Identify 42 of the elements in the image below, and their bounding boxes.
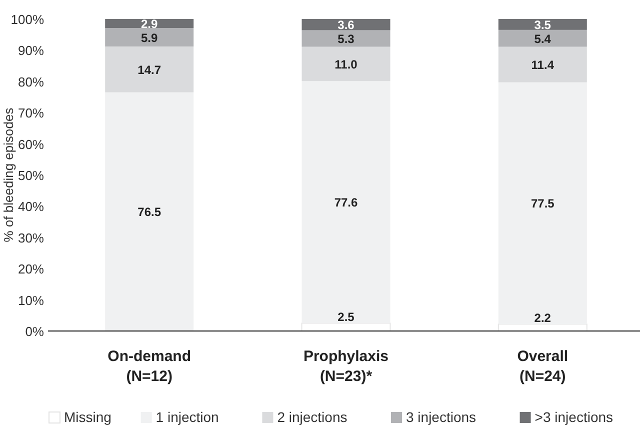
data-label: 77.5: [530, 196, 555, 211]
bar: [105, 92, 194, 331]
data-label: 2.2: [534, 311, 552, 326]
y-tick-label: 80%: [18, 74, 44, 90]
data-label: 2.5: [338, 310, 355, 324]
y-tick-label: 40%: [18, 199, 44, 214]
y-tick-label: 20%: [18, 262, 44, 277]
bar: [105, 28, 194, 46]
data-label: 77.6: [334, 196, 358, 210]
y-tick-label: 70%: [18, 106, 44, 121]
y-tick-label: 90%: [18, 43, 44, 58]
data-label: 11.4: [531, 58, 554, 72]
legend-label: 1 injection: [156, 409, 219, 425]
data-label: 3.5: [534, 18, 552, 32]
data-label: 5.9: [141, 30, 158, 45]
y-tick-label: 10%: [18, 292, 44, 308]
x-tick-label: On-demand (N=12): [108, 348, 192, 385]
y-tick-label: 100%: [10, 12, 44, 27]
data-label: 5.4: [534, 32, 552, 46]
y-tick-label: 60%: [18, 136, 44, 152]
data-label: 2.9: [141, 17, 158, 32]
legend-label: Missing: [64, 409, 112, 425]
bar: [498, 19, 587, 30]
bar: [302, 46, 390, 82]
bar: [498, 30, 587, 47]
data-label: 76.5: [138, 205, 162, 220]
legend-label: 2 injections: [277, 409, 348, 425]
y-tick-label: 50%: [18, 168, 44, 183]
x-tick-label: Prophylaxis (N=23)*: [303, 348, 389, 385]
y-tick-label: 0%: [25, 324, 44, 339]
data-label: 3.6: [338, 18, 355, 32]
y-tick-label: 30%: [18, 230, 44, 246]
legend-label: >3 injections: [534, 409, 614, 425]
data-label: 14.7: [138, 62, 162, 77]
legend-label: 3 injections: [406, 409, 476, 425]
bar: [498, 46, 587, 82]
bar: [302, 30, 390, 47]
y-axis-title: % of bleeding episodes: [1, 107, 16, 242]
bar: [105, 46, 194, 92]
data-label: 5.3: [338, 32, 355, 46]
x-tick-label: Overall (N=24): [517, 348, 568, 385]
data-label: 11.0: [334, 57, 358, 72]
